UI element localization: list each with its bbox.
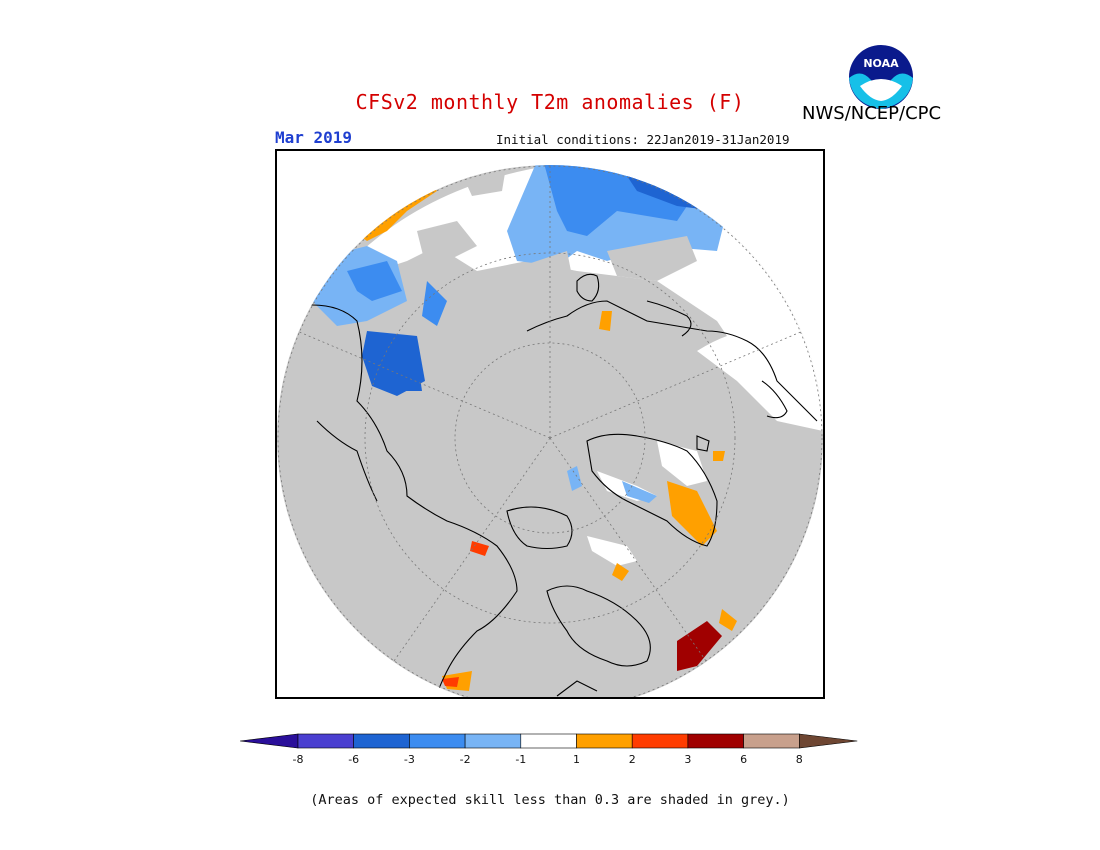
anomaly-region	[377, 351, 422, 391]
colorbar-tick-label: -6	[348, 753, 359, 766]
skill-footnote: (Areas of expected skill less than 0.3 a…	[310, 792, 790, 808]
colorbar-tick-label: 3	[684, 753, 691, 766]
anomaly-region	[470, 541, 489, 556]
anomaly-region	[422, 281, 447, 326]
anomaly-region	[713, 451, 725, 461]
skill-mask	[417, 221, 477, 271]
colorbar-segment	[687, 733, 744, 749]
coastlines	[296, 273, 818, 697]
colorbar-segments	[240, 733, 858, 749]
map-title: CFSv2 monthly T2m anomalies (F)	[355, 90, 745, 114]
anomaly-region	[599, 311, 612, 331]
colorbar-tick-label: -3	[404, 753, 415, 766]
noaa-logo: NOAA	[849, 45, 913, 109]
noaa-logo-text: NOAA	[863, 57, 899, 70]
anomaly-region	[612, 563, 629, 581]
colorbar-segment	[297, 733, 355, 749]
skill-mask	[507, 251, 577, 311]
anomaly-region	[677, 621, 722, 671]
forecast-month: Mar 2019	[275, 128, 353, 147]
colorbar-segment	[520, 733, 577, 749]
colorbar-high-arrow	[798, 733, 858, 749]
colorbar-segment	[464, 733, 522, 749]
polar-map-svg	[277, 165, 823, 697]
colorbar-tick-label: -8	[293, 753, 304, 766]
anomaly-region	[622, 481, 657, 503]
anomaly-region	[587, 536, 637, 566]
colorbar-tick-label: 6	[740, 753, 747, 766]
polar-map	[275, 149, 825, 699]
colorbar-low-arrow	[240, 733, 299, 749]
colorbar: -8 -6 -3 -2 -1 1 2 3 6 8	[240, 733, 858, 766]
agency-label: NWS/NCEP/CPC	[802, 103, 942, 124]
graticule	[277, 165, 823, 697]
anomaly-region	[442, 677, 459, 687]
colorbar-labels: -8 -6 -3 -2 -1 1 2 3 6 8	[293, 753, 803, 766]
colorbar-tick-label: 1	[573, 753, 580, 766]
colorbar-segment	[409, 733, 466, 749]
anomaly-region	[697, 330, 823, 431]
colorbar-segment	[353, 733, 410, 749]
colorbar-tick-label: 8	[796, 753, 803, 766]
anomaly-region	[667, 481, 717, 546]
anomaly-region	[657, 441, 707, 486]
skill-mask	[607, 236, 697, 281]
initial-conditions: Initial conditions: 22Jan2019-31Jan2019	[496, 132, 790, 147]
anomaly-region	[719, 609, 737, 631]
anomaly-region	[347, 261, 402, 301]
colorbar-segment	[743, 733, 800, 749]
anomaly-region	[567, 466, 582, 491]
colorbar-tick-label: -2	[460, 753, 471, 766]
colorbar-tick-label: -1	[515, 753, 526, 766]
colorbar-tick-label: 2	[629, 753, 636, 766]
colorbar-segment	[576, 733, 633, 749]
colorbar-segment	[631, 733, 689, 749]
